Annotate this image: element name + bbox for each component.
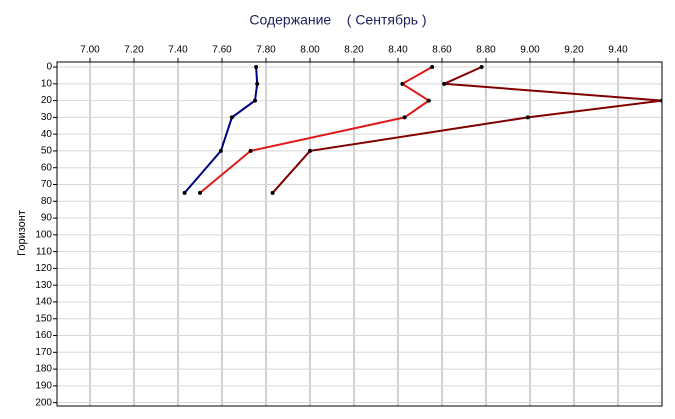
y-tick-label: 70 [41, 179, 53, 190]
x-tick-label: 7.40 [168, 45, 188, 56]
y-tick-label: 60 [41, 162, 53, 173]
y-tick-label: 180 [35, 364, 52, 375]
data-point [254, 65, 259, 70]
y-tick-label: 100 [35, 229, 52, 240]
data-point [442, 81, 447, 86]
chart-title: Содержание ( Сентябрь ) [249, 12, 426, 28]
plot-area [182, 65, 662, 195]
x-tick-label: 8.60 [432, 45, 452, 56]
y-tick-label: 140 [35, 297, 52, 308]
y-tick-label: 190 [35, 381, 52, 392]
x-tick-label: 8.40 [388, 45, 408, 56]
y-tick-label: 120 [35, 263, 52, 274]
data-point [198, 190, 202, 195]
data-point [402, 115, 407, 120]
y-tick-label: 200 [35, 397, 52, 408]
x-tick-label: 7.80 [256, 45, 276, 56]
y-tick-label: 80 [41, 196, 53, 207]
y-tick-label: 50 [41, 146, 53, 157]
series-line [271, 66, 662, 194]
series-line [183, 66, 259, 194]
y-tick-label: 20 [41, 95, 53, 106]
y-axis-label: Горизонт [16, 210, 28, 256]
y-tick-label: 40 [41, 129, 53, 140]
y-tick-label: 130 [35, 280, 52, 291]
x-tick-label: 9.40 [608, 45, 628, 56]
x-tick-label: 7.00 [80, 45, 100, 56]
x-tick-label: 8.20 [344, 45, 364, 56]
data-point [525, 115, 530, 120]
y-tick-label: 90 [41, 213, 53, 224]
x-tick-label: 9.20 [564, 45, 584, 56]
x-tick-label: 8.80 [476, 45, 496, 56]
y-tick-label: 150 [35, 313, 52, 324]
data-point [660, 98, 662, 103]
y-tick-label: 10 [41, 78, 53, 89]
plot-frame [56, 61, 663, 407]
data-point [182, 190, 187, 195]
data-point [248, 148, 253, 153]
x-tick-label: 8.00 [300, 45, 320, 56]
data-point [430, 65, 435, 70]
data-point [253, 98, 257, 103]
data-point [229, 115, 234, 120]
data-point [308, 148, 312, 153]
y-tick-label: 110 [36, 246, 52, 257]
data-point [400, 81, 405, 86]
y-tick-label: 0 [46, 62, 52, 73]
x-tick-label: 7.60 [212, 45, 232, 56]
data-point [426, 98, 431, 103]
data-point [255, 81, 260, 86]
data-point [218, 148, 223, 153]
y-tick-label: 170 [35, 347, 52, 358]
y-tick-label: 160 [35, 330, 52, 341]
y-tick-label: 30 [41, 112, 53, 123]
data-point [479, 65, 484, 70]
x-tick-label: 9.00 [520, 45, 540, 56]
data-point [270, 190, 275, 195]
series-line [199, 66, 433, 194]
x-tick-label: 7.20 [124, 45, 144, 56]
